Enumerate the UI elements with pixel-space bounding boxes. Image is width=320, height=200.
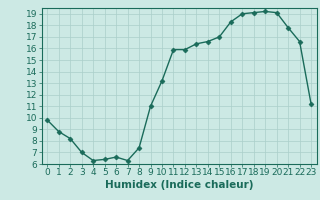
X-axis label: Humidex (Indice chaleur): Humidex (Indice chaleur)	[105, 180, 253, 190]
